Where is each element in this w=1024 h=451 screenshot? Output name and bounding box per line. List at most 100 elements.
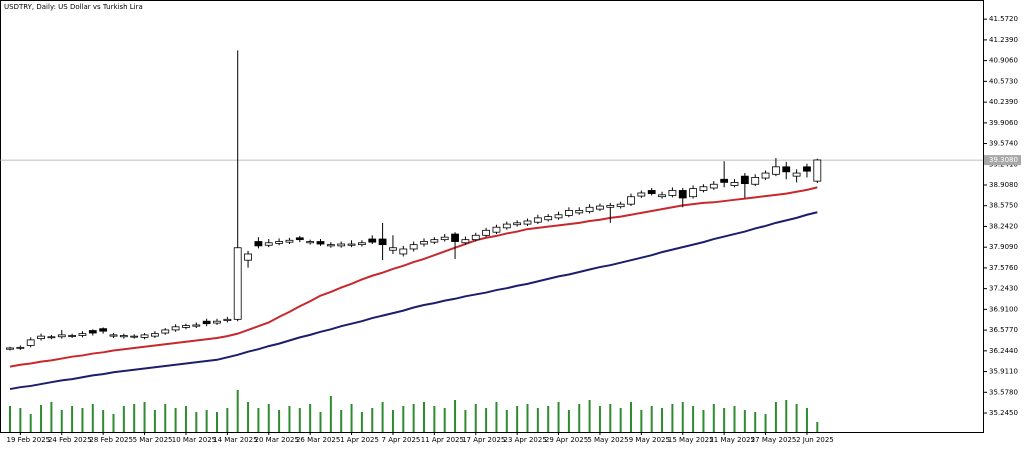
x-tick-label: 5 May 2025 — [587, 436, 628, 444]
candle-body — [213, 320, 221, 324]
candle-body — [585, 206, 594, 213]
candle-body — [244, 253, 252, 261]
x-tick-label: 5 Mar 2025 — [133, 436, 173, 444]
candle-body — [150, 333, 159, 337]
candle-body — [699, 186, 708, 191]
candle-body — [772, 166, 780, 175]
y-tick-label: 39.5740 — [989, 140, 1018, 148]
candle-body — [461, 239, 470, 244]
candle-body — [171, 326, 180, 331]
y-tick-label: 38.9080 — [989, 181, 1018, 189]
chart-title: USDTRY, Daily: US Dollar vs Turkish Lira — [4, 3, 143, 11]
plot-frame — [0, 0, 984, 433]
candle-body — [782, 166, 791, 173]
candle-body — [482, 229, 491, 236]
candle-body — [720, 178, 729, 183]
candle-body — [751, 177, 760, 185]
candle-body — [430, 239, 439, 243]
candle-body — [492, 226, 501, 233]
candle-body — [533, 217, 542, 223]
candle-body — [647, 190, 656, 194]
candle-body — [554, 214, 563, 219]
y-tick-label: 36.9100 — [989, 305, 1018, 313]
candle-body — [709, 183, 718, 189]
candle-body — [616, 203, 625, 208]
x-tick-label: 15 May 2025 — [668, 436, 714, 444]
candle-body — [202, 320, 211, 325]
candle-body — [192, 324, 201, 327]
x-tick-label: 26 Mar 2025 — [296, 436, 340, 444]
x-tick-label: 21 May 2025 — [709, 436, 755, 444]
candle-body — [658, 194, 666, 198]
candle-body — [627, 196, 635, 205]
candle-body — [471, 234, 480, 241]
candle-body — [502, 223, 511, 229]
candle-body — [606, 205, 615, 208]
candle-body — [513, 222, 522, 226]
x-tick-label: 28 Feb 2025 — [89, 436, 133, 444]
candle-body — [88, 330, 97, 334]
candle-body — [792, 172, 801, 177]
moving-average — [9, 211, 818, 391]
candle-body — [99, 328, 108, 332]
y-tick-label: 36.2440 — [989, 347, 1018, 355]
candle-body — [399, 248, 408, 255]
x-tick-label: 9 May 2025 — [629, 436, 670, 444]
candle-body — [223, 318, 232, 321]
candle-body — [368, 238, 377, 243]
candle-body — [161, 329, 170, 334]
x-tick-label: 10 Mar 2025 — [172, 436, 216, 444]
y-tick-label: 37.5760 — [989, 264, 1018, 272]
y-tick-label: 38.2420 — [989, 222, 1018, 230]
candle-body — [544, 216, 553, 221]
candle-body — [295, 237, 304, 241]
candle-body — [409, 244, 418, 250]
candle-body — [689, 188, 697, 198]
y-tick-label: 40.9060 — [989, 57, 1018, 65]
candle-body — [451, 233, 459, 242]
x-tick-label: 1 Apr 2025 — [340, 436, 379, 444]
x-tick-label: 19 Feb 2025 — [7, 436, 51, 444]
candle-body — [357, 242, 366, 246]
candle-body — [668, 190, 677, 196]
candle-body — [378, 238, 387, 246]
x-tick-label: 11 Apr 2025 — [421, 436, 464, 444]
candle-body — [326, 244, 335, 247]
y-tick-label: 40.5730 — [989, 77, 1018, 85]
y-tick-label: 35.5780 — [989, 388, 1018, 396]
x-tick-label: 23 Apr 2025 — [504, 436, 547, 444]
candle-body — [119, 335, 128, 338]
y-tick-label: 39.9060 — [989, 119, 1018, 127]
candle-body — [596, 205, 604, 210]
last-price-label: 39.3080 — [989, 156, 1018, 164]
candle-body — [637, 192, 646, 197]
candle-body — [37, 335, 45, 340]
candle-body — [182, 325, 190, 328]
candle-body — [130, 335, 139, 338]
x-tick-label: 20 Mar 2025 — [255, 436, 299, 444]
candle-body — [316, 241, 325, 245]
candle-body — [275, 241, 284, 244]
candle-body — [109, 334, 118, 337]
candle-body — [761, 172, 770, 179]
candle-body — [440, 236, 449, 241]
x-tick-label: 2 Jun 2025 — [796, 436, 834, 444]
candle-body — [678, 190, 687, 199]
candle-body — [730, 181, 739, 186]
y-tick-label: 40.2390 — [989, 98, 1018, 106]
candle-body — [16, 346, 25, 349]
candle-body — [68, 335, 76, 337]
candle-body — [306, 241, 315, 244]
candle-body — [565, 209, 573, 216]
x-tick-label: 29 Apr 2025 — [545, 436, 588, 444]
y-tick-label: 41.2390 — [989, 36, 1018, 44]
x-tick-label: 7 Apr 2025 — [382, 436, 421, 444]
candle-body — [57, 334, 66, 338]
candle-body — [337, 243, 346, 247]
candle-body — [813, 159, 822, 182]
candle-body — [420, 241, 428, 245]
y-tick-label: 35.9110 — [989, 368, 1018, 376]
y-tick-label: 36.5770 — [989, 326, 1018, 334]
candle-body — [6, 347, 14, 350]
